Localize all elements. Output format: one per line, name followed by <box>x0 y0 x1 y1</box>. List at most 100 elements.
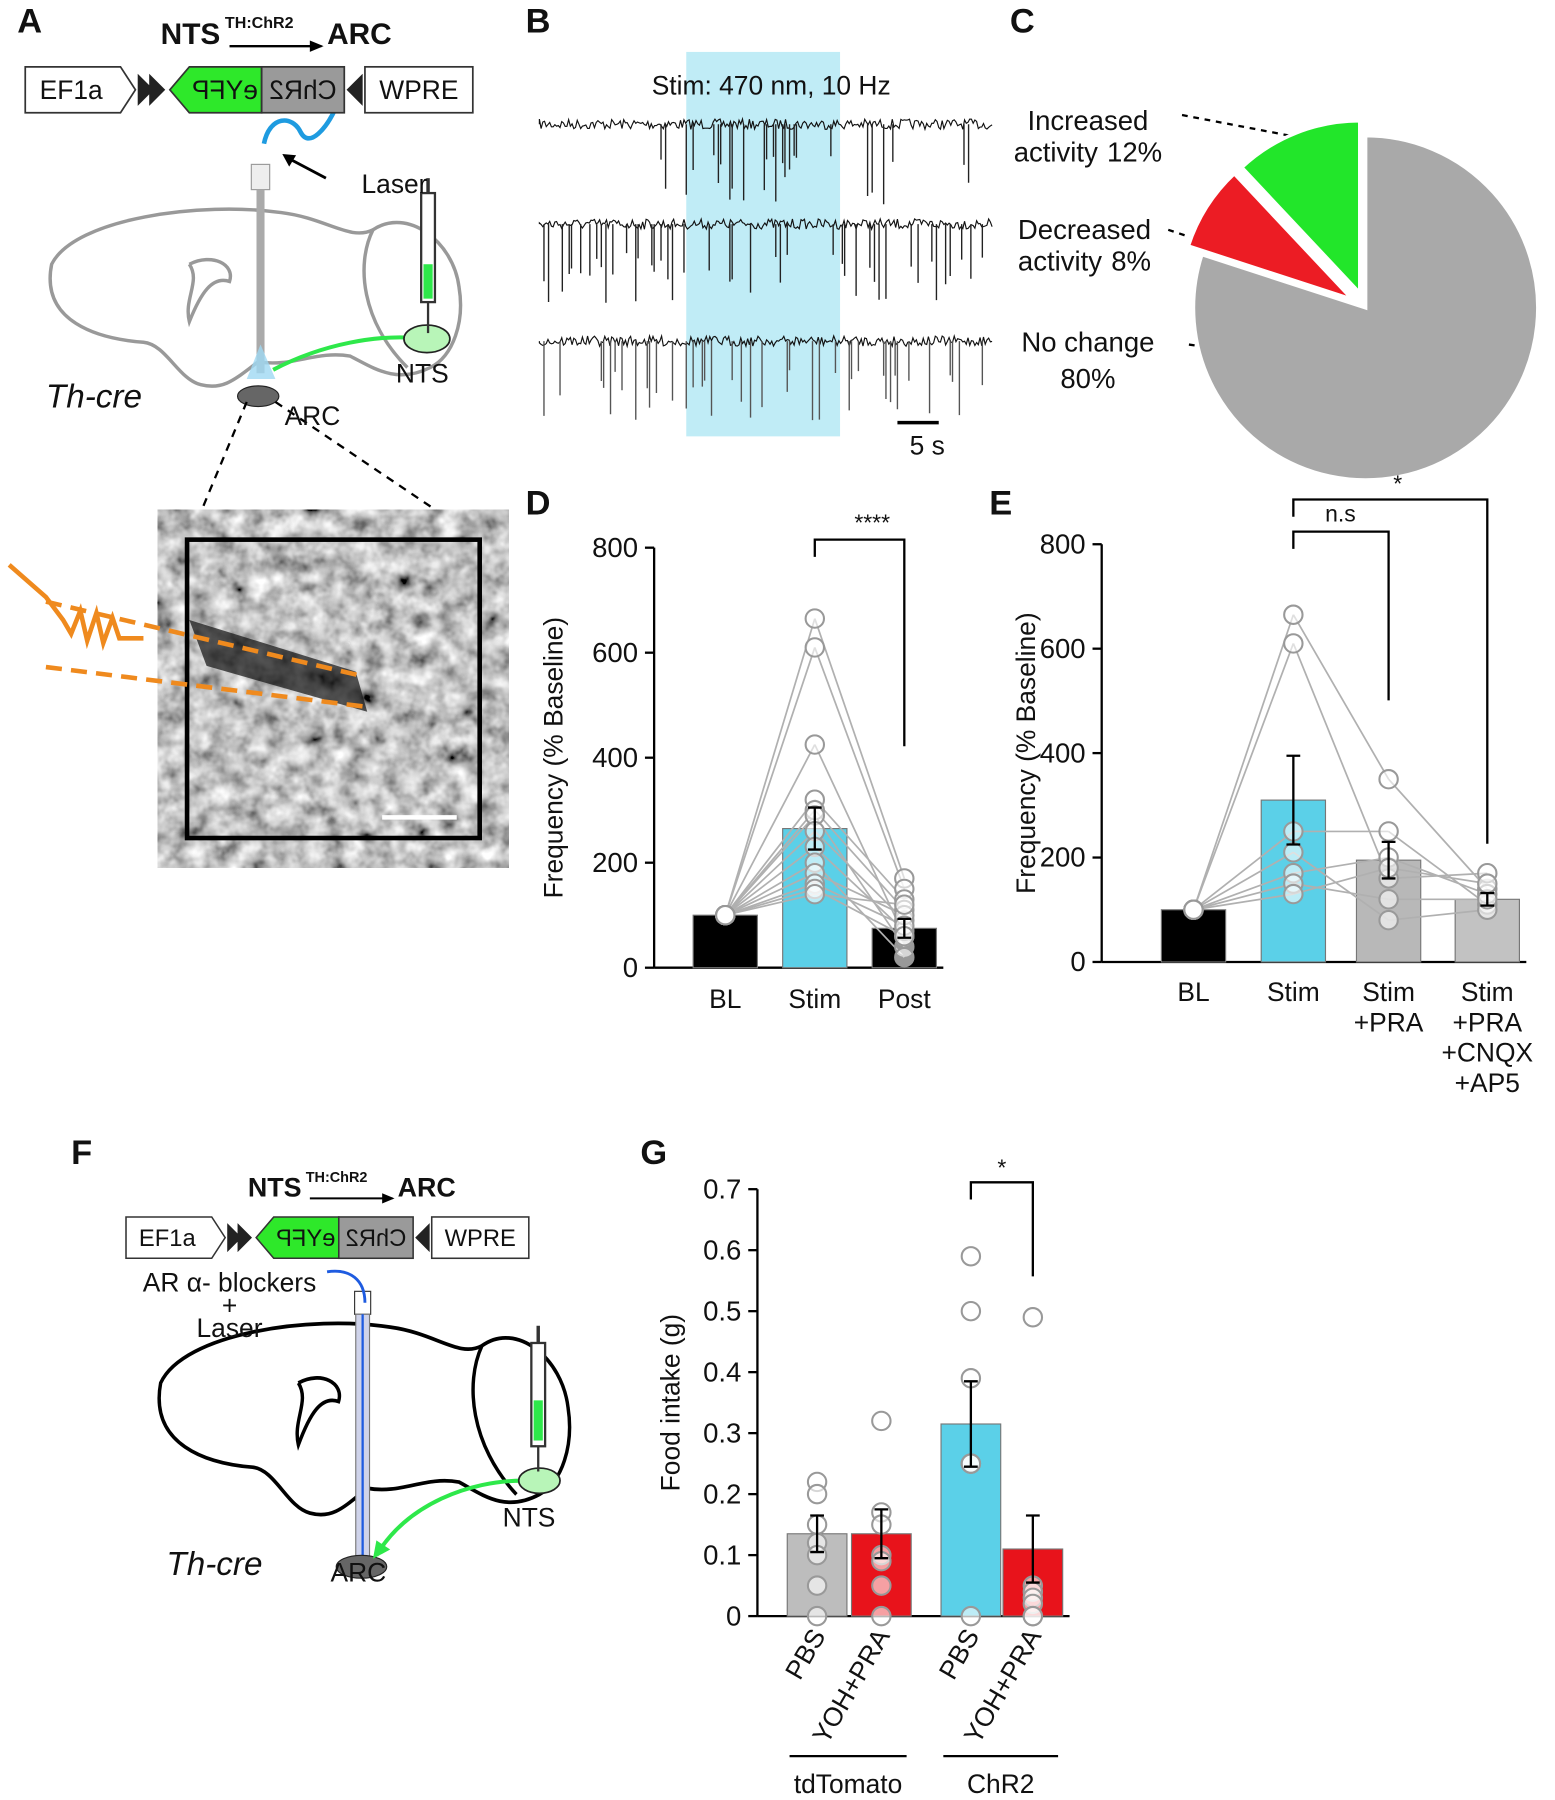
laser-label: Laser <box>361 169 427 199</box>
pair-line <box>1388 867 1488 885</box>
wpre-box <box>364 65 474 114</box>
error-bar <box>963 1380 978 1468</box>
traces <box>538 116 993 421</box>
pair-line <box>814 888 905 937</box>
data-point <box>1283 842 1304 863</box>
data-point <box>804 883 826 905</box>
spikes <box>660 124 970 205</box>
element-label: WPRE <box>379 75 458 105</box>
pair-line <box>814 846 905 932</box>
error-bar <box>1480 891 1495 907</box>
pair-line <box>1387 778 1488 890</box>
infusion-label: AR α- blockers <box>143 1267 317 1297</box>
y-tick-label: 200 <box>1040 842 1086 873</box>
data-point <box>1477 873 1498 894</box>
ef1a-box <box>24 65 137 114</box>
y-tick-label: 600 <box>592 637 638 668</box>
x-tick-label: Stim <box>788 984 841 1014</box>
element-label: ChR2 <box>346 1225 407 1252</box>
significance-label: **** <box>854 509 890 535</box>
loxp <box>227 1223 253 1253</box>
pair-line <box>813 618 906 879</box>
construct-title: NTS <box>248 1172 302 1202</box>
y-tick-label: 0.6 <box>703 1234 741 1265</box>
data-point <box>871 1605 892 1627</box>
pair-line <box>1388 830 1488 906</box>
pair-line <box>1192 643 1295 911</box>
pie-value-label: 8% <box>1111 246 1151 277</box>
y-tick-label: 0 <box>726 1600 741 1631</box>
y-axis-title: Food intake (g) <box>655 1314 685 1491</box>
pair-line <box>1293 867 1389 895</box>
error-bar <box>807 806 822 851</box>
data-point <box>1022 1605 1044 1627</box>
y-tick-label: 0.1 <box>703 1539 741 1570</box>
pair-line <box>1292 643 1390 879</box>
pair-line <box>724 647 816 916</box>
y-tick-label: 0.5 <box>703 1295 741 1326</box>
y-tick-label: 600 <box>1040 633 1086 664</box>
chr2-box <box>337 1216 414 1260</box>
loxp <box>137 73 166 106</box>
ef1a-box <box>125 1216 227 1260</box>
panel-label: G <box>640 1134 667 1172</box>
error-bar <box>1025 1514 1040 1584</box>
pair-line <box>724 618 816 916</box>
y-tick-label: 0.4 <box>703 1356 741 1387</box>
data-point <box>1378 909 1399 931</box>
pie-label: No change <box>1021 326 1154 357</box>
construct: NTS TH:ChR2 ARC EF1a eYFP ChR2 WPRE <box>125 1170 530 1260</box>
data-point <box>1283 633 1304 654</box>
spikes <box>543 341 984 421</box>
x-tick-label: PBS <box>779 1624 831 1685</box>
data-point <box>960 1300 982 1322</box>
panel-label: C <box>1010 2 1035 40</box>
x-tick-label: Stim +PRA +CNQX +AP5 <box>1441 977 1533 1098</box>
pair-line <box>724 799 816 916</box>
element-label: ChR2 <box>269 75 336 105</box>
pie-label: Decreased activity 8% <box>1018 214 1151 277</box>
construct-superscript: TH:ChR2 <box>225 14 294 32</box>
data-point <box>1183 899 1204 920</box>
pair-line <box>724 861 816 916</box>
pair-line <box>1193 872 1294 911</box>
pair-line <box>814 799 905 901</box>
data-point <box>871 1410 892 1432</box>
significance-bracket <box>1292 498 1489 844</box>
y-axis-title: Frequency (% Baseline) <box>1011 612 1041 893</box>
y-tick-label: 0 <box>623 952 638 983</box>
data-point <box>1022 1307 1044 1328</box>
panel-label: A <box>17 2 42 40</box>
pair-line <box>1293 882 1389 901</box>
pair-line <box>1193 882 1294 911</box>
strain-label: Th-cre <box>166 1546 262 1583</box>
data-point <box>804 608 826 629</box>
group-label: ChR2 <box>967 1769 1034 1799</box>
laser-label: Laser <box>197 1313 263 1343</box>
pair-line <box>724 814 816 916</box>
pie-label: Increased activity 12% <box>1014 105 1162 168</box>
pair-line <box>1192 830 1294 911</box>
data-point <box>1283 883 1304 905</box>
data-point <box>1378 769 1399 790</box>
x-tick-label: Post <box>878 984 931 1014</box>
pair-line <box>814 809 905 911</box>
pair-line <box>1192 614 1295 911</box>
error-bar <box>874 1508 889 1560</box>
data-point <box>804 734 826 755</box>
y-tick-label: 0.2 <box>703 1478 741 1509</box>
y-axis-title: Frequency (% Baseline) <box>538 617 568 898</box>
pair-line <box>814 893 905 906</box>
data-point <box>1378 821 1399 842</box>
construct: NTS TH:ChR2 ARC EF1a eYFP ChR2 WPRE <box>24 14 474 114</box>
data-point <box>806 1605 828 1627</box>
trace <box>538 217 993 232</box>
x-tick-label: Stim +PRA <box>1354 977 1424 1037</box>
y-tick-label: 800 <box>592 532 638 563</box>
arc-label: ARC <box>285 401 341 431</box>
data-point <box>871 1575 892 1596</box>
pair-line <box>1293 856 1389 875</box>
pair-line <box>725 893 815 917</box>
pie-slice <box>1186 171 1354 301</box>
